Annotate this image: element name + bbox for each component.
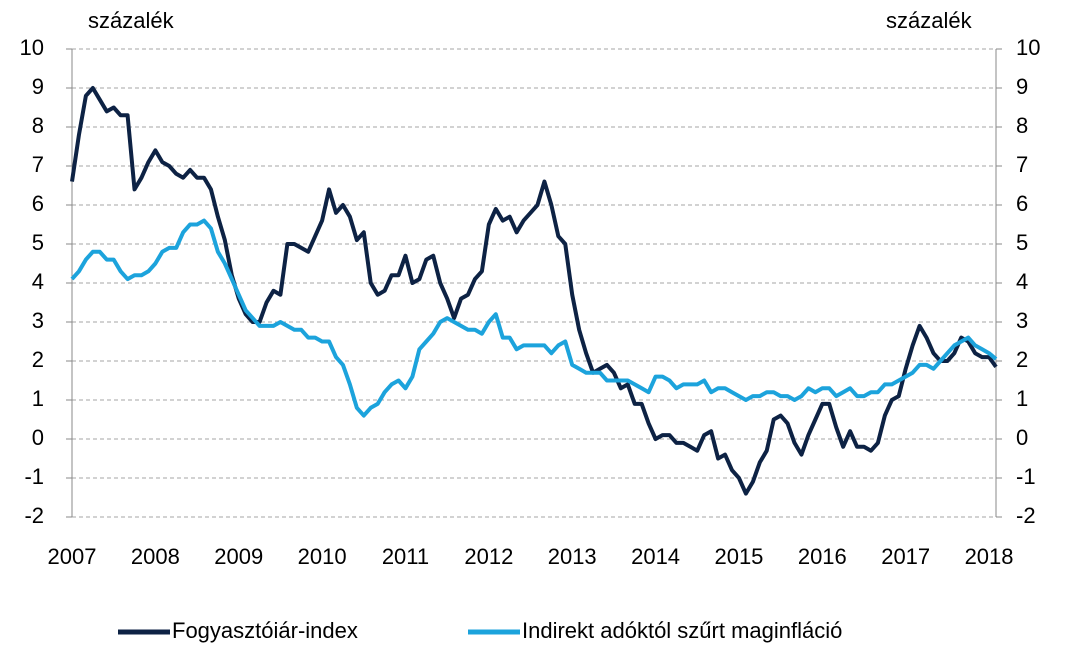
x-tick-label: 2018 <box>965 544 1014 569</box>
x-tick-label: 2014 <box>631 544 680 569</box>
x-tick-label: 2015 <box>714 544 763 569</box>
y-tick-label: 6 <box>32 191 44 216</box>
x-tick-label: 2010 <box>298 544 347 569</box>
x-tick-label: 2009 <box>214 544 263 569</box>
y2-tick-label: 6 <box>1016 191 1028 216</box>
y-tick-label: 7 <box>32 152 44 177</box>
y2-tick-label: -2 <box>1016 503 1036 528</box>
series-line <box>70 218 998 418</box>
series-line <box>70 86 998 496</box>
y2-tick-label: -1 <box>1016 464 1036 489</box>
y2-tick-label: 8 <box>1016 113 1028 138</box>
y-tick-label: 2 <box>32 347 44 372</box>
x-tick-label: 2017 <box>881 544 930 569</box>
y-tick-label: -1 <box>24 464 44 489</box>
y-tick-label: 8 <box>32 113 44 138</box>
x-tick-label: 2012 <box>464 544 513 569</box>
legend-label: Fogyasztóiár-index <box>172 618 358 643</box>
y-tick-label: 4 <box>32 269 44 294</box>
y-unit-right: százalék <box>886 8 973 33</box>
y2-tick-label: 2 <box>1016 347 1028 372</box>
y2-tick-label: 0 <box>1016 425 1028 450</box>
y2-tick-label: 1 <box>1016 386 1028 411</box>
y2-tick-label: 9 <box>1016 74 1028 99</box>
x-tick-label: 2008 <box>131 544 180 569</box>
y2-tick-label: 5 <box>1016 230 1028 255</box>
y-tick-label: 1 <box>32 386 44 411</box>
y-unit-left: százalék <box>88 8 175 33</box>
x-tick-label: 2011 <box>382 544 429 569</box>
x-tick-label: 2013 <box>548 544 597 569</box>
x-tick-label: 2016 <box>798 544 847 569</box>
y-tick-label: 5 <box>32 230 44 255</box>
legend-label: Indirekt adóktól szűrt maginfláció <box>522 618 842 643</box>
y-tick-label: 9 <box>32 74 44 99</box>
y-tick-label: 3 <box>32 308 44 333</box>
y-tick-label: 0 <box>32 425 44 450</box>
x-tick-label: 2007 <box>48 544 97 569</box>
y2-tick-label: 7 <box>1016 152 1028 177</box>
y-tick-label: -2 <box>24 503 44 528</box>
y2-tick-label: 4 <box>1016 269 1028 294</box>
y-tick-label: 10 <box>20 35 44 60</box>
y2-tick-label: 10 <box>1016 35 1040 60</box>
y2-tick-label: 3 <box>1016 308 1028 333</box>
